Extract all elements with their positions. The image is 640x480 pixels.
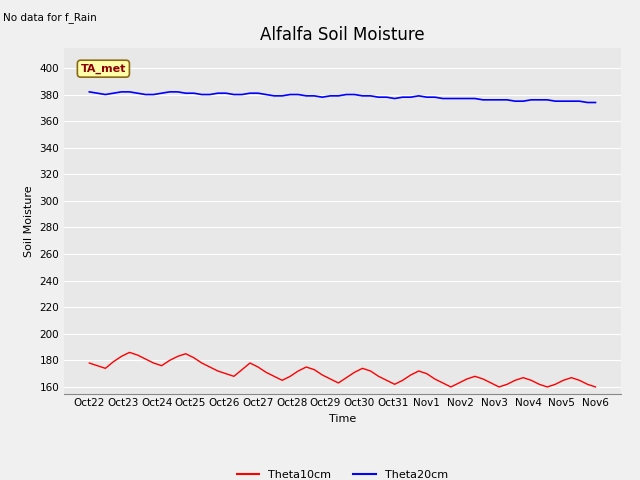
Y-axis label: Soil Moisture: Soil Moisture — [24, 185, 34, 257]
Text: TA_met: TA_met — [81, 63, 126, 74]
Text: No data for f_Rain: No data for f_Rain — [3, 12, 97, 23]
Title: Alfalfa Soil Moisture: Alfalfa Soil Moisture — [260, 25, 425, 44]
Legend: Theta10cm, Theta20cm: Theta10cm, Theta20cm — [233, 466, 452, 480]
X-axis label: Time: Time — [329, 414, 356, 424]
